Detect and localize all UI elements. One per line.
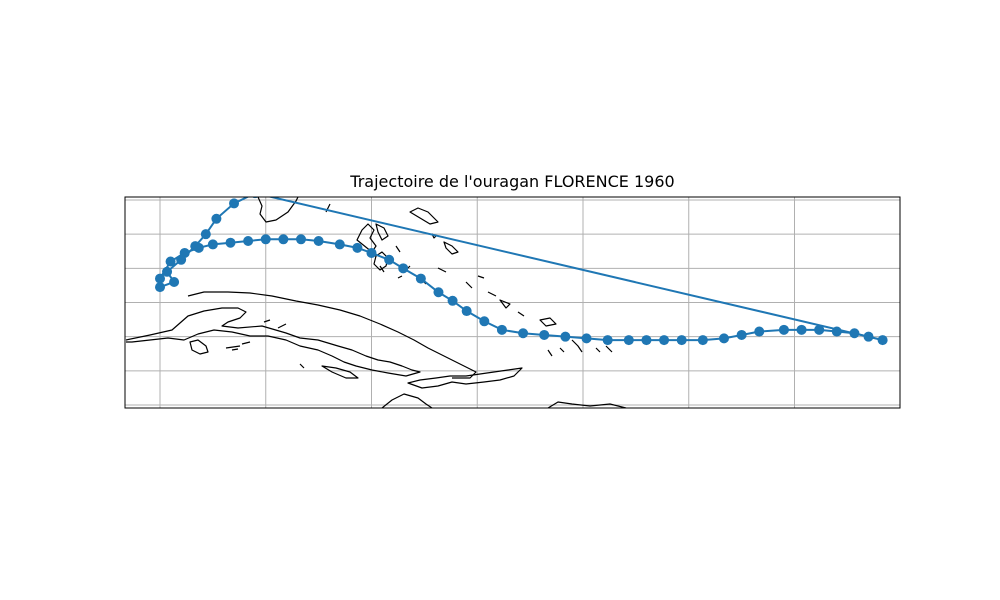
- track-point-11: [676, 335, 687, 346]
- track-point-49: [229, 198, 240, 209]
- bahamas-islands: [325, 203, 613, 357]
- cuba-north-coast: [187, 291, 477, 379]
- track-point-45: [176, 254, 187, 265]
- track-point-17: [560, 331, 571, 342]
- track-point-22: [461, 306, 472, 317]
- track-point-28: [366, 247, 377, 258]
- track-point-9: [719, 333, 729, 344]
- track-point-33: [278, 234, 289, 245]
- track-point-32: [296, 234, 306, 245]
- track-point-6: [778, 324, 789, 335]
- map-title: Trajectoire de l'ouragan FLORENCE 1960: [350, 172, 675, 191]
- track-point-46: [190, 241, 201, 252]
- track-point-0: [877, 335, 888, 346]
- track-point-35: [243, 236, 254, 246]
- track-point-48: [211, 213, 222, 224]
- track-point-7: [754, 326, 765, 337]
- storm-track: [155, 197, 888, 346]
- jamaica-coast: [321, 365, 359, 379]
- track-point-3: [831, 326, 842, 337]
- track-point-10: [697, 335, 708, 346]
- map-frame: [124, 196, 901, 409]
- track-point-21: [479, 316, 490, 327]
- track-point-16: [581, 333, 592, 344]
- central-america-coast: [381, 393, 433, 408]
- track-point-23: [447, 295, 458, 306]
- track-point-2: [849, 328, 860, 339]
- track-point-14: [623, 335, 634, 346]
- track-point-36: [225, 237, 236, 248]
- track-point-37: [207, 239, 218, 250]
- track-point-25: [415, 273, 426, 284]
- track-point-1: [863, 331, 874, 342]
- track-point-41: [155, 273, 165, 284]
- track-point-5: [796, 324, 807, 335]
- track-point-19: [518, 328, 529, 339]
- south-coast: [547, 401, 627, 408]
- track-closing-line: [267, 197, 883, 342]
- gridlines: [125, 197, 900, 408]
- track-point-8: [736, 329, 747, 340]
- track-point-31: [313, 236, 324, 246]
- track-point-27: [384, 254, 395, 265]
- track-point-15: [602, 335, 613, 346]
- hispaniola-coast: [407, 367, 523, 389]
- track-point-18: [539, 329, 550, 340]
- track-point-34: [260, 234, 271, 245]
- track-point-40: [165, 256, 176, 267]
- track-point-43: [169, 277, 180, 287]
- track-point-47: [200, 229, 211, 240]
- track-point-13: [641, 335, 652, 346]
- track-point-26: [398, 263, 409, 274]
- track-point-24: [433, 287, 444, 298]
- cuba-coast: [125, 307, 421, 377]
- track-line: [159, 197, 883, 342]
- track-point-20: [496, 324, 507, 335]
- track-point-30: [334, 239, 345, 250]
- track-point-4: [814, 324, 825, 335]
- florida-coast: [257, 197, 299, 223]
- track-point-29: [352, 242, 363, 253]
- track-point-44: [162, 266, 173, 277]
- isla-juventud-coast: [189, 339, 209, 355]
- track-point-12: [659, 335, 670, 346]
- small-cays: [225, 319, 305, 369]
- track-point-42: [155, 282, 165, 293]
